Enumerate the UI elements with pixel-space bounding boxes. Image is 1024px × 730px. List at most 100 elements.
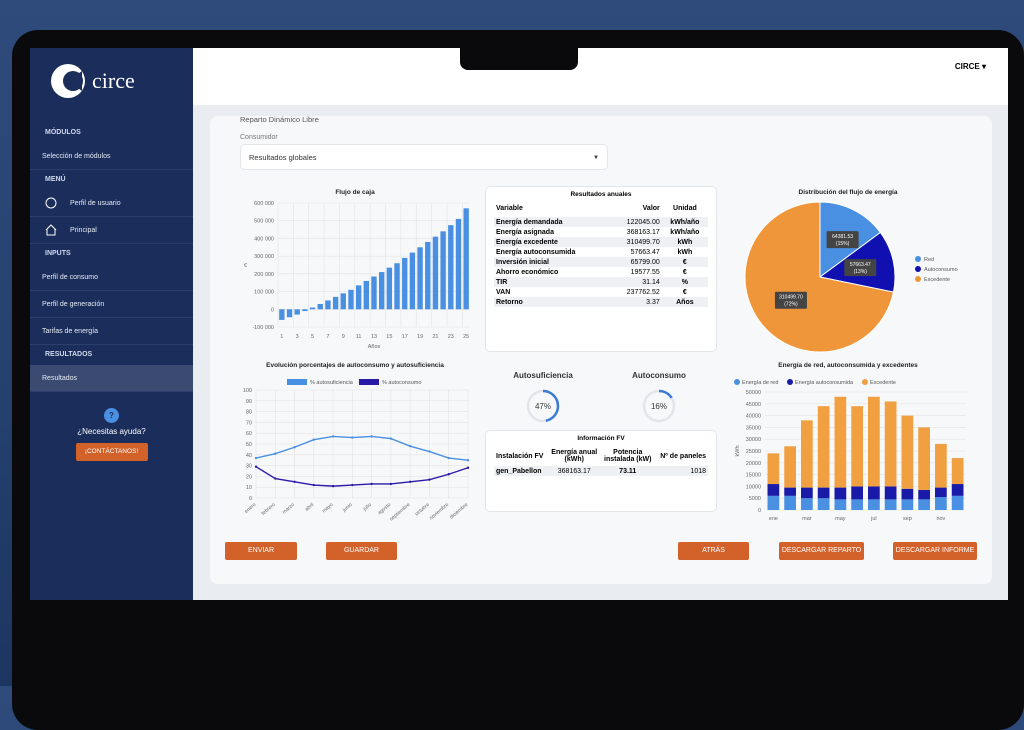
gauge-label: 16%: [651, 402, 667, 411]
bar-segment: [935, 497, 947, 510]
point: [428, 450, 431, 453]
nav-item[interactable]: Principal: [30, 217, 193, 244]
nav-item[interactable]: Tarifas de energía: [30, 318, 193, 345]
x-tick-label: 3: [296, 334, 299, 340]
nav-item[interactable]: Perfil de consumo: [30, 264, 193, 291]
nav-item-label[interactable]: Perfil de consumo: [42, 273, 99, 281]
legend-swatch: [915, 256, 921, 262]
user-menu[interactable]: CIRCE ▾: [954, 62, 986, 71]
column-header: Nº de paneles: [660, 452, 706, 460]
point: [331, 435, 335, 438]
x-tick-label: jul: [870, 516, 877, 522]
x-tick-label: 25: [463, 334, 469, 340]
table-cell: 3.37: [646, 298, 660, 306]
chart-title: Distribución del flujo de energía: [799, 189, 898, 196]
nav-section-title: MÓDULOS: [45, 129, 81, 136]
x-tick-label: 21: [432, 334, 438, 340]
bar-segment: [884, 486, 897, 500]
bar-segment: [767, 453, 780, 485]
bar-segment: [851, 486, 863, 500]
x-axis-label: Años: [368, 344, 381, 350]
y-tick-label: 40: [246, 453, 252, 459]
contact-button[interactable]: ¡CONTÁCTANOS!: [75, 443, 148, 461]
y-tick-label: 400 000: [254, 236, 274, 242]
bar: [294, 309, 300, 315]
header: CIRCE ▾: [193, 48, 1008, 105]
nav-icon: [45, 197, 57, 209]
logo: circe: [30, 48, 193, 113]
select-value[interactable]: Resultados globales: [249, 153, 317, 162]
help-icon: ?: [104, 408, 119, 423]
help-box: ? ¿Necesitas ayuda? ¡CONTÁCTANOS!: [62, 408, 162, 461]
y-tick-label: 0: [758, 508, 761, 514]
x-tick-label: abril: [304, 502, 315, 513]
x-tick-label: 11: [356, 334, 362, 340]
nav-item-label[interactable]: Tarifas de energía: [42, 327, 99, 335]
column-header: Potencia instalada (kW): [604, 449, 652, 463]
consumer-select[interactable]: Resultados globales ▼: [240, 144, 608, 170]
nav-item-label[interactable]: Resultados: [42, 374, 78, 382]
y-tick-label: 500 000: [254, 219, 274, 225]
gauge-label: 47%: [535, 402, 551, 411]
bar: [386, 267, 393, 310]
legend-label: Energía de red: [742, 380, 778, 386]
y-tick-label: 60: [246, 431, 252, 437]
bar-segment: [834, 499, 847, 510]
x-tick-label: julio: [361, 502, 373, 513]
table-row: Retorno 3.37 Años: [494, 297, 708, 307]
x-tick-label: mayo: [321, 502, 334, 515]
kpi-title: Autosuficiencia: [513, 371, 573, 380]
nav-item-label[interactable]: Principal: [70, 226, 97, 234]
data-table: Variable Valor Unidad Energía demandada 1220…: [494, 204, 708, 307]
table-cell: 73.11: [619, 467, 637, 475]
table-cell: kWh/año: [670, 218, 700, 226]
table-row: Energía asignada 368163.17 kWh/año: [494, 227, 708, 237]
x-tick-label: 19: [417, 334, 423, 340]
bar-segment: [801, 498, 813, 510]
table-header: Instalación FV Energía anual (kWh) Potenci…: [494, 448, 708, 466]
y-axis-label: kWh: [735, 446, 741, 457]
table-cell: gen_Pabellon: [496, 467, 542, 475]
y-tick-label: 15000: [746, 473, 761, 479]
action-button[interactable]: ENVIAR: [225, 542, 297, 560]
table-row: Energía excedente 310499.70 kWh: [494, 237, 708, 247]
pie-value-label: 57663.47: [850, 262, 871, 268]
y-tick-label: 0: [249, 496, 252, 502]
bar-segment: [767, 484, 780, 496]
table-cell: 19577.55: [630, 268, 660, 276]
action-button[interactable]: DESCARGAR INFORME: [893, 542, 977, 560]
table-cell: 368163.17: [626, 228, 660, 236]
pie-share-label: (72%): [784, 302, 798, 308]
bar-segment: [935, 487, 947, 498]
point: [389, 482, 393, 486]
bar: [417, 247, 423, 310]
column-header: Instalación FV: [496, 452, 544, 460]
nav-item-label[interactable]: Selección de módulos: [42, 152, 111, 160]
column-header: Unidad: [673, 205, 697, 212]
user-name[interactable]: CIRCE: [954, 62, 980, 71]
nav-item-label[interactable]: Perfil de generación: [42, 300, 105, 308]
action-button[interactable]: GUARDAR: [326, 542, 397, 560]
bar: [402, 257, 408, 310]
table-cell: 1018: [690, 467, 706, 475]
nav-item[interactable]: Perfil de generación: [30, 291, 193, 318]
action-button[interactable]: ATRÁS: [678, 542, 749, 560]
point: [370, 435, 373, 438]
point: [312, 438, 316, 441]
x-tick-label: 9: [342, 334, 345, 340]
bar-segment: [935, 443, 947, 488]
nav-item[interactable]: Resultados: [30, 365, 193, 392]
legend-swatch: [862, 379, 868, 385]
nav-item[interactable]: Selección de módulos: [30, 143, 193, 170]
charts: Autosuficiencia 47% Autoconsumo 16% Flujo de…: [243, 189, 966, 522]
fv-info-card: Información FV Instalación FV Energía anua…: [485, 430, 717, 512]
action-button[interactable]: DESCARGAR REPARTO: [779, 542, 864, 560]
bar-segment: [918, 427, 930, 490]
nav-item-label[interactable]: Perfil de usuario: [70, 199, 121, 207]
x-tick-label: 15: [386, 334, 392, 340]
legend-label: Excedente: [870, 380, 896, 386]
nav-item[interactable]: Perfil de usuario: [30, 190, 193, 217]
x-tick-label: 1: [280, 334, 283, 340]
column-header: Valor: [642, 205, 660, 212]
point: [254, 465, 258, 468]
